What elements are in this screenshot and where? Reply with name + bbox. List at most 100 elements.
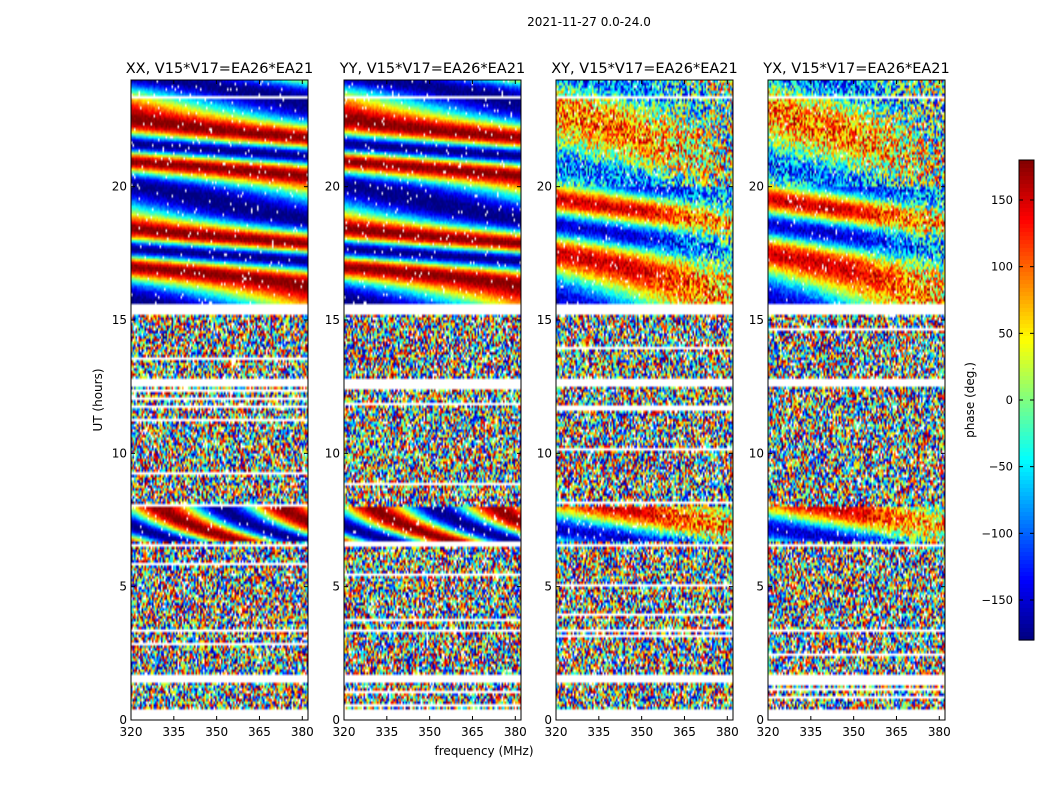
colorbar-segment xyxy=(1019,340,1034,345)
x-tick-label: 380 xyxy=(928,725,951,739)
colorbar-segment xyxy=(1019,420,1034,425)
colorbar-segment xyxy=(1019,348,1034,353)
colorbar-segment xyxy=(1019,632,1034,637)
colorbar-segment xyxy=(1019,588,1034,593)
colorbar-segment xyxy=(1019,440,1034,445)
colorbar-segment xyxy=(1019,240,1034,245)
colorbar-segment xyxy=(1019,416,1034,421)
colorbar-segment xyxy=(1019,408,1034,413)
colorbar-segment xyxy=(1019,320,1034,325)
colorbar-segment xyxy=(1019,476,1034,481)
x-tick-label: 365 xyxy=(885,725,908,739)
colorbar-segment xyxy=(1019,400,1034,405)
colorbar-segment xyxy=(1019,564,1034,569)
x-tick-label: 320 xyxy=(333,725,356,739)
colorbar-segment xyxy=(1019,196,1034,201)
panel-title: XX, V15*V17=EA26*EA21 xyxy=(126,61,314,77)
colorbar-segment xyxy=(1019,596,1034,601)
y-tick-label: 15 xyxy=(749,313,764,327)
colorbar-segment xyxy=(1019,276,1034,281)
colorbar-segment xyxy=(1019,552,1034,557)
colorbar-segment xyxy=(1019,244,1034,249)
panel-xx: XX, V15*V17=EA26*EA21 320 335 350 365 380 0 5 10… xyxy=(112,61,314,739)
colorbar-segment xyxy=(1019,200,1034,205)
colorbar-segment xyxy=(1019,432,1034,437)
colorbar-segment xyxy=(1019,188,1034,193)
y-axis-label: UT (hours) xyxy=(91,368,105,431)
colorbar-segment xyxy=(1019,584,1034,589)
colorbar-segment xyxy=(1019,160,1034,165)
colorbar-segment xyxy=(1019,376,1034,381)
colorbar-segment xyxy=(1019,548,1034,553)
x-tick-label: 365 xyxy=(248,725,271,739)
y-tick-label: 0 xyxy=(544,713,552,727)
colorbar-segment xyxy=(1019,368,1034,373)
colorbar-segment xyxy=(1019,272,1034,277)
colorbar-segment xyxy=(1019,360,1034,365)
colorbar-segment xyxy=(1019,424,1034,429)
panel-yx: YX, V15*V17=EA26*EA21 320 335 350 365 380 0 5 10… xyxy=(749,61,951,739)
y-tick-label: 0 xyxy=(756,713,764,727)
colorbar-segment xyxy=(1019,612,1034,617)
y-tick-label: 20 xyxy=(325,180,340,194)
x-tick-label: 320 xyxy=(120,725,143,739)
panel-xy: XY, V15*V17=EA26*EA21 320 335 350 365 380 0 5 10… xyxy=(537,61,739,739)
colorbar-segment xyxy=(1019,452,1034,457)
panel-title: YX, V15*V17=EA26*EA21 xyxy=(762,61,949,77)
colorbar-segment xyxy=(1019,532,1034,537)
axes-frame xyxy=(130,79,309,721)
colorbar-segment xyxy=(1019,396,1034,401)
colorbar-segment xyxy=(1019,268,1034,273)
x-axis-label: frequency (MHz) xyxy=(434,744,533,758)
colorbar-segment xyxy=(1019,284,1034,289)
colorbar-segment xyxy=(1019,500,1034,505)
x-tick-label: 350 xyxy=(205,725,228,739)
colorbar-segment xyxy=(1019,172,1034,177)
colorbar-segment xyxy=(1019,288,1034,293)
x-tick-label: 365 xyxy=(673,725,696,739)
colorbar-segment xyxy=(1019,520,1034,525)
x-tick-label: 380 xyxy=(504,725,527,739)
y-tick-label: 5 xyxy=(756,580,764,594)
colorbar-segment xyxy=(1019,300,1034,305)
colorbar-segment xyxy=(1019,296,1034,301)
colorbar-segment xyxy=(1019,524,1034,529)
x-tick-label: 350 xyxy=(418,725,441,739)
colorbar-segment xyxy=(1019,488,1034,493)
y-tick-label: 10 xyxy=(537,446,552,460)
colorbar-segment xyxy=(1019,260,1034,265)
colorbar-segment xyxy=(1019,324,1034,329)
colorbar-segment xyxy=(1019,600,1034,605)
y-tick-label: 15 xyxy=(537,313,552,327)
colorbar-segment xyxy=(1019,580,1034,585)
colorbar-segment xyxy=(1019,356,1034,361)
colorbar-segment xyxy=(1019,516,1034,521)
colorbar-tick-label: 0 xyxy=(1006,393,1013,407)
colorbar-tick-label: −50 xyxy=(989,460,1013,474)
y-tick-label: 5 xyxy=(544,580,552,594)
colorbar-segment xyxy=(1019,636,1034,641)
colorbar-segment xyxy=(1019,628,1034,633)
colorbar-segment xyxy=(1019,164,1034,169)
x-tick-label: 320 xyxy=(545,725,568,739)
x-tick-label: 335 xyxy=(587,725,610,739)
heatmap-image xyxy=(131,80,308,720)
y-tick-label: 20 xyxy=(537,180,552,194)
colorbar-segment xyxy=(1019,168,1034,173)
y-tick-label: 10 xyxy=(749,446,764,460)
x-tick-label: 320 xyxy=(757,725,780,739)
y-tick-label: 0 xyxy=(119,713,127,727)
colorbar-segment xyxy=(1019,212,1034,217)
colorbar-segment xyxy=(1019,536,1034,541)
colorbar-tick-label: −100 xyxy=(981,526,1013,540)
x-tick-label: 335 xyxy=(162,725,185,739)
colorbar-segment xyxy=(1019,336,1034,341)
colorbar-segment xyxy=(1019,484,1034,489)
colorbar-segment xyxy=(1019,592,1034,597)
colorbar-segment xyxy=(1019,620,1034,625)
colorbar-segment xyxy=(1019,332,1034,337)
colorbar-segment xyxy=(1019,496,1034,501)
colorbar-tick-label: 150 xyxy=(991,193,1013,207)
colorbar-tick-label: −150 xyxy=(981,593,1013,607)
